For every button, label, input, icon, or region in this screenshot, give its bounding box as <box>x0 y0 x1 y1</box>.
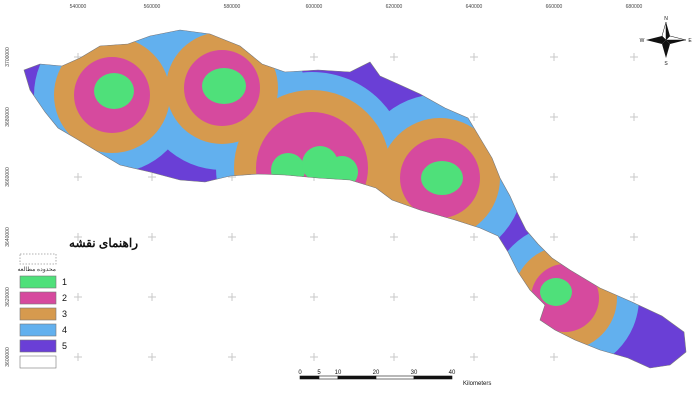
map-legend: راهنمای نقشه محدوده مطالعه 1 2 3 4 5 <box>17 236 138 369</box>
east-label: E <box>688 38 692 44</box>
study-area-label: محدوده مطالعه <box>17 266 56 273</box>
legend-swatch-6 <box>19 355 57 369</box>
y-coord-label: 3600000 <box>5 347 11 367</box>
scale-bar-ticks: 0 5 10 20 30 40 <box>298 370 456 376</box>
legend-label-2: 2 <box>62 293 67 303</box>
scale-bar-segment <box>318 375 339 380</box>
x-coord-label: 620000 <box>386 4 403 10</box>
y-coord-label: 3660000 <box>5 167 11 187</box>
legend-label-3: 3 <box>62 309 67 319</box>
legend-label-4: 4 <box>62 325 67 335</box>
y-coord-label: 3640000 <box>5 227 11 247</box>
legend-swatch-2 <box>19 291 57 305</box>
y-coordinate-labels: 3700000 3680000 3660000 3640000 3620000 … <box>5 47 11 367</box>
legend-swatch-5 <box>19 339 57 353</box>
scale-bar-tick-label: 0 <box>298 370 302 376</box>
north-label: N <box>664 16 668 22</box>
west-label: W <box>640 38 645 44</box>
scale-bar-unit: Kilometers <box>463 381 491 387</box>
x-coord-label: 580000 <box>224 4 241 10</box>
legend-label-5: 5 <box>62 341 67 351</box>
y-coord-label: 3700000 <box>5 47 11 67</box>
south-label: S <box>664 61 668 67</box>
scale-bar-tick-label: 40 <box>449 370 456 376</box>
scale-bar-tick-label: 20 <box>373 370 380 376</box>
scale-bar-tick-label: 10 <box>335 370 342 376</box>
legend-swatch-3 <box>19 307 57 321</box>
x-coord-label: 600000 <box>306 4 323 10</box>
scale-bar-tick-label: 5 <box>317 370 321 376</box>
scale-bar-segment <box>337 375 377 380</box>
scale-bar-segments <box>299 375 453 380</box>
y-coord-label: 3620000 <box>5 287 11 307</box>
y-coord-label: 3680000 <box>5 107 11 127</box>
study-area-swatch <box>19 253 57 265</box>
scale-bar-segment <box>413 375 453 380</box>
scale-bar-tick-label: 30 <box>411 370 418 376</box>
legend-label-1: 1 <box>62 277 67 287</box>
zone-class-1-cores <box>94 68 572 306</box>
scale-bar-segment <box>375 375 415 380</box>
legend-items: 1 2 3 4 5 <box>19 275 67 369</box>
x-coordinate-labels: 540000 560000 580000 600000 620000 64000… <box>70 4 643 10</box>
x-coord-label: 640000 <box>466 4 483 10</box>
x-coord-label: 660000 <box>546 4 563 10</box>
compass-rose-icon: N S E W <box>640 16 693 67</box>
legend-swatch-4 <box>19 323 57 337</box>
x-coord-label: 560000 <box>144 4 161 10</box>
scale-bar-segment <box>299 375 320 380</box>
x-coord-label: 680000 <box>626 4 643 10</box>
legend-title: راهنمای نقشه <box>69 236 138 251</box>
legend-swatch-1 <box>19 275 57 289</box>
x-coord-label: 540000 <box>70 4 87 10</box>
scale-bar: 0 5 10 20 30 40 Kilometers <box>298 370 491 387</box>
